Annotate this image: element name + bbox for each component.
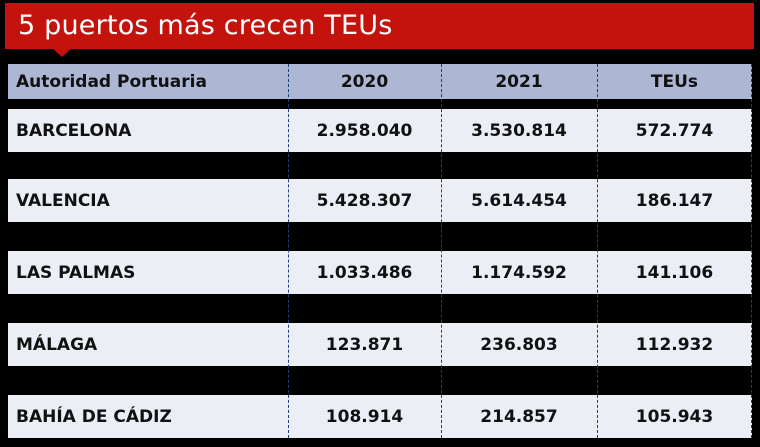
value-2021: 236.803 [480,334,558,355]
column-divider [597,64,598,438]
port-name: LAS PALMAS [16,262,136,283]
table-row: MÁLAGA 123.871 236.803 112.932 [8,323,752,366]
table-row: BARCELONA 2.958.040 3.530.814 572.774 [8,109,752,152]
page-title: 5 puertos más crecen TEUs [18,10,393,41]
value-2021: 5.614.454 [471,190,567,211]
banner-pointer [52,48,72,57]
value-2021: 1.174.592 [471,262,567,283]
table-row: VALENCIA 5.428.307 5.614.454 186.147 [8,179,752,222]
header-2020: 2020 [340,71,389,92]
value-2021: 3.530.814 [471,120,567,141]
value-2020: 2.958.040 [316,120,413,141]
value-teus: 112.932 [635,334,714,355]
value-teus: 141.106 [635,262,714,283]
port-name: BARCELONA [16,120,132,141]
value-teus: 105.943 [635,406,714,427]
value-2020: 108.914 [325,406,404,427]
table-header: Autoridad Portuaria 2020 2021 TEUs [8,64,752,99]
title-banner: 5 puertos más crecen TEUs [5,3,754,49]
value-teus: 572.774 [635,120,714,141]
port-name: MÁLAGA [16,334,98,355]
value-2020: 123.871 [325,334,404,355]
port-name: BAHÍA DE CÁDIZ [16,406,172,427]
value-2020: 1.033.486 [316,262,413,283]
header-autoridad: Autoridad Portuaria [16,71,207,92]
header-2021: 2021 [495,71,543,92]
port-name: VALENCIA [16,190,110,211]
value-2021: 214.857 [480,406,558,427]
column-divider [288,64,289,438]
header-teus: TEUs [650,71,699,92]
column-divider [751,64,752,438]
column-divider [441,64,442,438]
value-2020: 5.428.307 [316,190,413,211]
table-row: LAS PALMAS 1.033.486 1.174.592 141.106 [8,251,752,294]
value-teus: 186.147 [635,190,714,211]
table-row: BAHÍA DE CÁDIZ 108.914 214.857 105.943 [8,395,752,438]
